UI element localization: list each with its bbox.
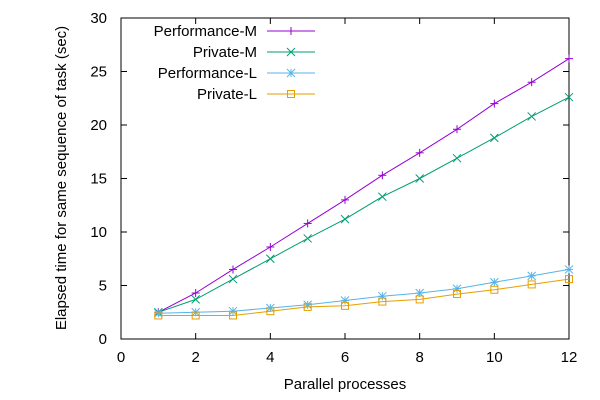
data-point bbox=[378, 171, 387, 180]
data-point bbox=[266, 307, 275, 316]
x-tick-label: 6 bbox=[341, 349, 349, 366]
data-point bbox=[191, 288, 200, 297]
data-point bbox=[377, 192, 387, 202]
data-point bbox=[341, 195, 349, 204]
data-point bbox=[489, 277, 499, 287]
data-point bbox=[265, 254, 275, 264]
series-private-m bbox=[153, 92, 574, 317]
data-point bbox=[565, 54, 573, 63]
data-point bbox=[415, 148, 424, 157]
data-point bbox=[229, 265, 237, 274]
data-point bbox=[565, 275, 573, 284]
legend-label: Private-M bbox=[193, 44, 257, 61]
series-layer bbox=[153, 54, 574, 320]
data-point bbox=[453, 290, 461, 299]
y-tick-label: 10 bbox=[90, 224, 107, 241]
data-point bbox=[191, 295, 201, 304]
data-point bbox=[229, 311, 237, 320]
data-point bbox=[303, 302, 312, 311]
data-point bbox=[564, 92, 574, 102]
x-tick-label: 10 bbox=[486, 349, 503, 366]
data-point bbox=[153, 308, 163, 318]
x-tick-label: 2 bbox=[191, 349, 199, 366]
x-tick-label: 4 bbox=[266, 349, 274, 366]
axis-tick-labels: 0 2 4 6 8 10 12 0 5 10 15 20 25 30 bbox=[90, 10, 577, 366]
data-point bbox=[303, 234, 313, 243]
axis-ticks bbox=[120, 17, 570, 340]
data-point bbox=[303, 219, 312, 228]
legend-entry: Performance-M bbox=[154, 23, 315, 40]
y-tick-label: 0 bbox=[99, 331, 107, 348]
data-point bbox=[527, 280, 536, 289]
series-private-l bbox=[154, 275, 573, 320]
data-point bbox=[340, 296, 350, 305]
data-point bbox=[490, 285, 499, 294]
legend-marker bbox=[286, 47, 296, 57]
data-point bbox=[490, 99, 499, 108]
x-tick-label: 12 bbox=[561, 349, 578, 366]
data-point bbox=[452, 284, 462, 294]
y-tick-label: 25 bbox=[90, 64, 107, 81]
data-point bbox=[228, 306, 238, 316]
series-performance-l bbox=[153, 265, 574, 318]
data-point bbox=[415, 174, 425, 183]
data-point bbox=[303, 300, 313, 310]
data-point bbox=[378, 297, 387, 306]
series-line bbox=[158, 58, 570, 313]
y-axis-title: Elapsed time for same sequence of task (… bbox=[53, 26, 70, 330]
legend-marker bbox=[287, 27, 295, 35]
data-point bbox=[341, 301, 349, 310]
data-point bbox=[489, 133, 499, 143]
data-point bbox=[154, 311, 163, 320]
series-line bbox=[158, 268, 570, 314]
data-point bbox=[415, 295, 424, 304]
legend-label: Private-L bbox=[197, 86, 257, 103]
legend-label: Performance-L bbox=[158, 65, 257, 82]
y-tick-label: 15 bbox=[90, 171, 107, 188]
data-point bbox=[453, 125, 461, 134]
data-point bbox=[266, 242, 275, 251]
legend-marker bbox=[286, 68, 296, 78]
data-point bbox=[228, 274, 238, 284]
legend-label: Performance-M bbox=[154, 23, 257, 40]
data-point bbox=[452, 153, 462, 163]
y-tick-label: 20 bbox=[90, 117, 107, 134]
x-tick-label: 0 bbox=[117, 349, 125, 366]
data-point bbox=[191, 311, 200, 320]
legend-entry: Private-M bbox=[193, 44, 315, 61]
series-line bbox=[158, 96, 570, 313]
legend-marker bbox=[287, 90, 295, 98]
y-tick-label: 30 bbox=[90, 10, 107, 27]
legend-entry: Performance-L bbox=[158, 65, 315, 82]
data-point bbox=[564, 265, 574, 274]
data-point bbox=[377, 291, 387, 301]
y-tick-label: 5 bbox=[99, 278, 107, 295]
data-point bbox=[527, 112, 537, 121]
legend: Performance-M Private-M Performance-L Priva… bbox=[154, 23, 315, 103]
series-line bbox=[158, 278, 570, 316]
data-point bbox=[340, 214, 350, 224]
data-point bbox=[527, 78, 536, 87]
x-tick-label: 8 bbox=[415, 349, 423, 366]
x-axis-title: Parallel processes bbox=[284, 376, 407, 393]
data-point bbox=[527, 271, 537, 281]
legend-entry: Private-L bbox=[197, 86, 315, 103]
